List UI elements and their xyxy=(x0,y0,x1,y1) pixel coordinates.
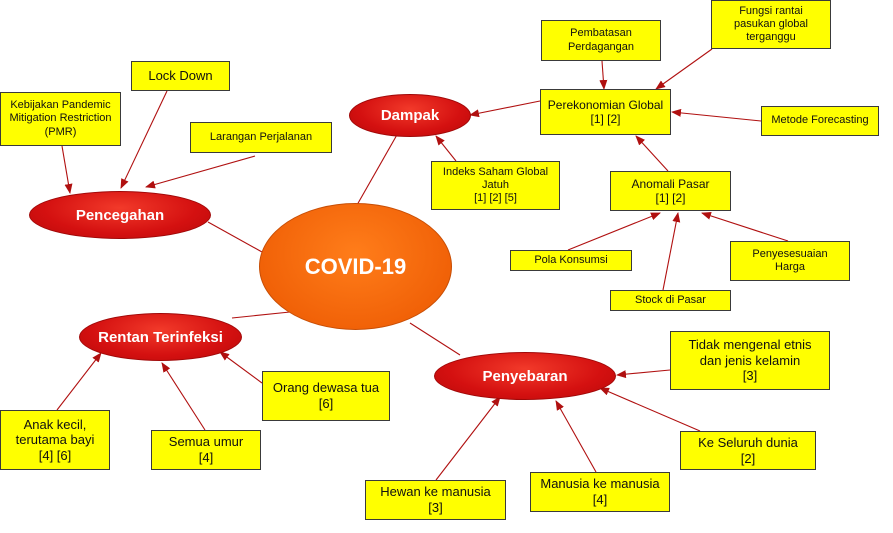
note-line: Orang dewasa tua xyxy=(272,380,380,396)
note-line: Mitigation Restriction xyxy=(9,112,112,125)
link-center-pencegahan xyxy=(207,221,263,253)
note-hewan-ke-manusia[interactable]: Hewan ke manusia [3] xyxy=(365,480,506,520)
note-line: terganggu xyxy=(746,31,796,44)
note-line: Pembatasan xyxy=(570,27,632,40)
note-line: Jatuh xyxy=(482,178,509,191)
note-line: Ke Seluruh dunia xyxy=(698,434,798,450)
link-kebijakan xyxy=(61,145,73,194)
note-line: (PMR) xyxy=(44,125,77,138)
penyebaran-node[interactable]: Penyebaran xyxy=(434,352,616,400)
note-line: [2] xyxy=(740,450,756,466)
note-tidak-mengenal-etnis[interactable]: Tidak mengenal etnis dan jenis kelamin [… xyxy=(670,331,830,390)
note-line: Perekonomian Global xyxy=(547,97,664,112)
link-penyesuaian xyxy=(701,211,789,242)
note-lock-down[interactable]: Lock Down xyxy=(131,61,230,91)
note-line: Anomali Pasar xyxy=(631,176,710,191)
link-metode xyxy=(671,108,762,122)
note-line: Pola Konsumsi xyxy=(534,253,608,266)
note-line: Kebijakan Pandemic xyxy=(10,99,111,112)
link-perekonomian xyxy=(469,100,541,118)
note-line: Larangan Perjalanan xyxy=(209,130,313,143)
dampak-label: Dampak xyxy=(380,107,440,124)
penyebaran-label: Penyebaran xyxy=(482,367,568,385)
link-keseluruh xyxy=(599,387,701,432)
note-line: Fungsi rantai xyxy=(739,4,803,17)
note-metode-forecasting[interactable]: Metode Forecasting xyxy=(761,106,879,136)
note-line: pasukan global xyxy=(733,17,808,30)
note-line: Manusia ke manusia xyxy=(540,476,660,492)
link-pembatasan xyxy=(599,60,608,90)
link-center-penyebaran xyxy=(409,322,461,356)
note-anomali-pasar[interactable]: Anomali Pasar [1] [2] xyxy=(610,171,731,211)
note-line: Semua umur xyxy=(168,434,244,450)
note-line: Stock di Pasar xyxy=(635,293,706,306)
note-stock-di-pasar[interactable]: Stock di Pasar xyxy=(610,290,731,311)
covid19-center-node[interactable]: COVID-19 xyxy=(259,203,452,330)
note-line: terutama bayi xyxy=(15,432,95,448)
link-fungsi xyxy=(655,48,713,90)
note-fungsi-rantai[interactable]: Fungsi rantai pasukan global terganggu xyxy=(711,0,831,49)
link-indeks xyxy=(435,135,457,162)
note-line: Penyesesuaian xyxy=(752,247,828,260)
pencegahan-label: Pencegahan xyxy=(75,206,165,224)
rentan-terinfeksi-label: Rentan Terinfeksi xyxy=(98,328,223,346)
note-anak-kecil[interactable]: Anak kecil, terutama bayi [4] [6] xyxy=(0,410,110,470)
note-larangan-perjalanan[interactable]: Larangan Perjalanan xyxy=(190,122,332,153)
note-line: Indeks Saham Global xyxy=(442,165,549,178)
note-line: [1] [2] xyxy=(590,112,621,126)
link-center-rentan xyxy=(231,311,291,319)
note-semua-umur[interactable]: Semua umur [4] xyxy=(151,430,261,470)
note-perekonomian-global[interactable]: Perekonomian Global [1] [2] xyxy=(540,89,671,135)
note-line: [3] xyxy=(428,500,443,515)
link-lockdown xyxy=(120,90,168,189)
note-indeks-saham[interactable]: Indeks Saham Global Jatuh [1] [2] [5] xyxy=(431,161,560,210)
note-pola-konsumsi[interactable]: Pola Konsumsi xyxy=(510,250,632,271)
note-line: Anak kecil, xyxy=(23,416,87,432)
note-line: [1] [2] xyxy=(655,191,686,205)
note-line: [6] xyxy=(318,396,334,411)
note-ke-seluruh-dunia[interactable]: Ke Seluruh dunia [2] xyxy=(680,431,816,470)
link-center-dampak xyxy=(356,132,399,206)
rentan-terinfeksi-node[interactable]: Rentan Terinfeksi xyxy=(79,313,242,361)
link-anak xyxy=(56,352,102,411)
link-tidak xyxy=(616,369,671,379)
note-pembatasan-perdagangan[interactable]: Pembatasan Perdagangan xyxy=(541,20,661,61)
note-line: [4] [6] xyxy=(38,447,72,463)
note-line: Metode Forecasting xyxy=(771,114,869,127)
pencegahan-node[interactable]: Pencegahan xyxy=(29,191,211,239)
link-stock xyxy=(662,212,681,291)
link-anomali xyxy=(635,135,669,172)
note-line: Lock Down xyxy=(148,68,213,84)
note-kebijakan-pmr[interactable]: Kebijakan Pandemic Mitigation Restrictio… xyxy=(0,92,121,146)
note-line: [4] xyxy=(592,492,608,507)
link-pola xyxy=(567,212,661,251)
center-label: COVID-19 xyxy=(304,253,407,279)
note-orang-dewasa-tua[interactable]: Orang dewasa tua [6] xyxy=(262,371,390,421)
note-line: Perdagangan xyxy=(567,40,635,53)
note-line: [4] xyxy=(198,450,214,465)
dampak-node[interactable]: Dampak xyxy=(349,94,471,137)
note-line: dan jenis kelamin xyxy=(699,352,801,368)
link-semua xyxy=(161,362,206,431)
link-orang xyxy=(219,351,263,384)
note-manusia-ke-manusia[interactable]: Manusia ke manusia [4] xyxy=(530,472,670,512)
link-manusia xyxy=(555,400,597,473)
note-line: [3] xyxy=(742,368,758,384)
note-line: Tidak mengenal etnis xyxy=(688,337,812,353)
note-line: Hewan ke manusia xyxy=(380,484,491,500)
note-line: [1] [2] [5] xyxy=(474,192,517,205)
note-line: Harga xyxy=(775,261,805,273)
note-penyesuaian-harga[interactable]: Penyesesuaian Harga xyxy=(730,241,850,281)
link-hewan xyxy=(435,396,501,481)
link-larangan xyxy=(145,155,256,189)
